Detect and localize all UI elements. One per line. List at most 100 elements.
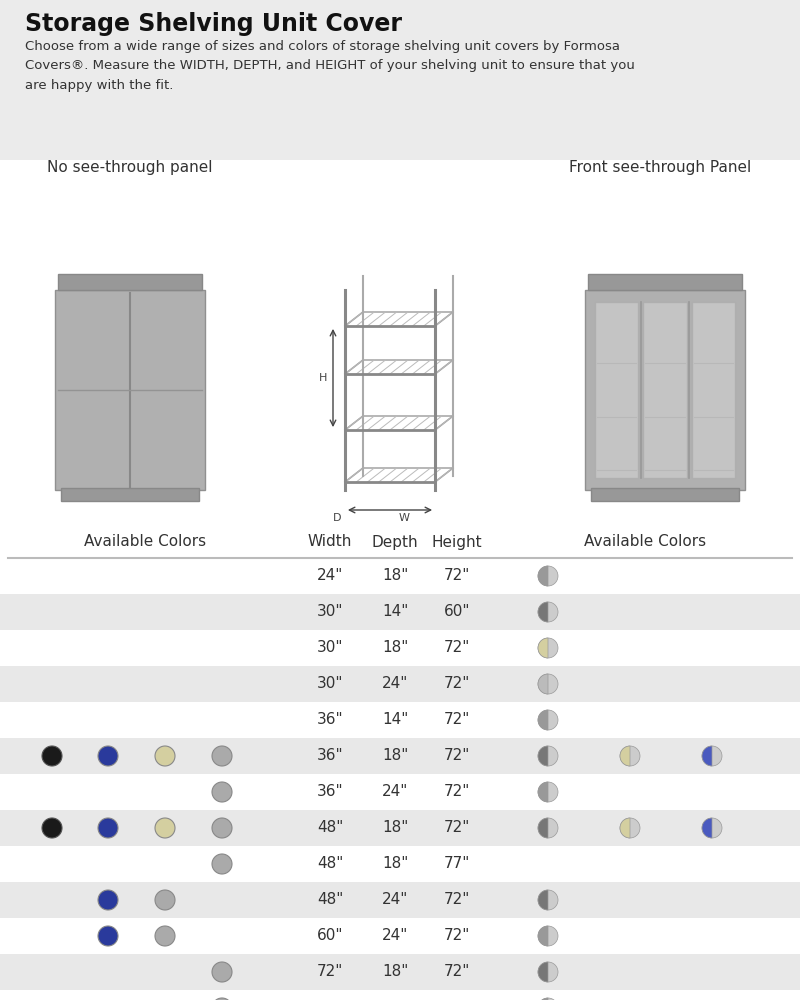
Text: 72": 72" <box>444 748 470 764</box>
Circle shape <box>538 638 558 658</box>
Circle shape <box>155 926 175 946</box>
Text: 14": 14" <box>382 604 408 619</box>
Bar <box>0 774 800 810</box>
Wedge shape <box>538 998 548 1000</box>
Circle shape <box>620 818 640 838</box>
Text: 18": 18" <box>382 820 408 836</box>
Bar <box>595 302 638 478</box>
Circle shape <box>42 818 62 838</box>
Text: D: D <box>333 513 341 523</box>
Text: H: H <box>318 373 327 383</box>
Circle shape <box>538 818 558 838</box>
Text: 18": 18" <box>382 856 408 871</box>
Bar <box>55 290 205 490</box>
Bar <box>692 302 735 478</box>
Text: Available Colors: Available Colors <box>584 534 706 550</box>
Text: Available Colors: Available Colors <box>84 534 206 550</box>
Bar <box>0 846 800 882</box>
Text: No see-through panel: No see-through panel <box>47 160 213 175</box>
Circle shape <box>538 926 558 946</box>
Text: 72": 72" <box>444 928 470 944</box>
Text: 72": 72" <box>444 784 470 800</box>
Text: Depth: Depth <box>372 534 418 550</box>
Wedge shape <box>620 746 630 766</box>
Wedge shape <box>620 818 630 838</box>
Bar <box>585 290 745 490</box>
Bar <box>643 302 686 478</box>
Circle shape <box>155 890 175 910</box>
Bar <box>0 990 800 1000</box>
Text: 72": 72" <box>444 892 470 908</box>
Wedge shape <box>538 602 548 622</box>
Wedge shape <box>538 746 548 766</box>
Bar <box>0 918 800 954</box>
Circle shape <box>702 746 722 766</box>
Text: 24": 24" <box>317 568 343 584</box>
Bar <box>0 594 800 630</box>
Text: Width: Width <box>308 534 352 550</box>
Wedge shape <box>538 674 548 694</box>
Text: 77": 77" <box>444 856 470 871</box>
Text: 18": 18" <box>382 641 408 656</box>
Bar <box>0 630 800 666</box>
Wedge shape <box>538 818 548 838</box>
Circle shape <box>212 746 232 766</box>
Text: 24": 24" <box>382 784 408 800</box>
Text: 72": 72" <box>444 676 470 692</box>
Text: 72": 72" <box>444 964 470 980</box>
Wedge shape <box>702 746 712 766</box>
Circle shape <box>620 746 640 766</box>
Circle shape <box>212 998 232 1000</box>
Wedge shape <box>702 818 712 838</box>
Text: 60": 60" <box>317 928 343 944</box>
Text: 18": 18" <box>382 568 408 584</box>
Circle shape <box>538 998 558 1000</box>
Circle shape <box>155 746 175 766</box>
Bar <box>61 488 199 501</box>
Text: W: W <box>398 513 410 523</box>
Wedge shape <box>538 566 548 586</box>
Text: 72": 72" <box>444 641 470 656</box>
Text: 24": 24" <box>382 892 408 908</box>
Text: 72": 72" <box>444 568 470 584</box>
Circle shape <box>702 818 722 838</box>
Circle shape <box>98 926 118 946</box>
Circle shape <box>212 962 232 982</box>
Circle shape <box>98 746 118 766</box>
Bar <box>0 0 800 160</box>
Text: 48": 48" <box>317 820 343 836</box>
Text: 36": 36" <box>317 748 343 764</box>
Text: 30": 30" <box>317 641 343 656</box>
Wedge shape <box>538 638 548 658</box>
Text: 48": 48" <box>317 892 343 908</box>
Circle shape <box>42 746 62 766</box>
Bar <box>0 954 800 990</box>
Bar <box>0 666 800 702</box>
Text: 72": 72" <box>444 712 470 728</box>
Circle shape <box>98 890 118 910</box>
Circle shape <box>155 818 175 838</box>
Text: 72": 72" <box>317 964 343 980</box>
Wedge shape <box>538 926 548 946</box>
Circle shape <box>212 782 232 802</box>
Text: 36": 36" <box>317 712 343 728</box>
Text: 14": 14" <box>382 712 408 728</box>
Text: Front see-through Panel: Front see-through Panel <box>569 160 751 175</box>
Text: 48": 48" <box>317 856 343 871</box>
Bar <box>58 274 202 290</box>
Circle shape <box>212 818 232 838</box>
Text: 18": 18" <box>382 748 408 764</box>
Wedge shape <box>538 890 548 910</box>
Bar <box>0 738 800 774</box>
Circle shape <box>538 602 558 622</box>
Bar <box>0 558 800 594</box>
Circle shape <box>538 674 558 694</box>
Wedge shape <box>538 710 548 730</box>
Circle shape <box>538 566 558 586</box>
Text: 24": 24" <box>382 676 408 692</box>
Bar <box>591 488 739 501</box>
Wedge shape <box>538 782 548 802</box>
Circle shape <box>212 854 232 874</box>
Text: Storage Shelving Unit Cover: Storage Shelving Unit Cover <box>25 12 402 36</box>
Bar <box>588 274 742 290</box>
